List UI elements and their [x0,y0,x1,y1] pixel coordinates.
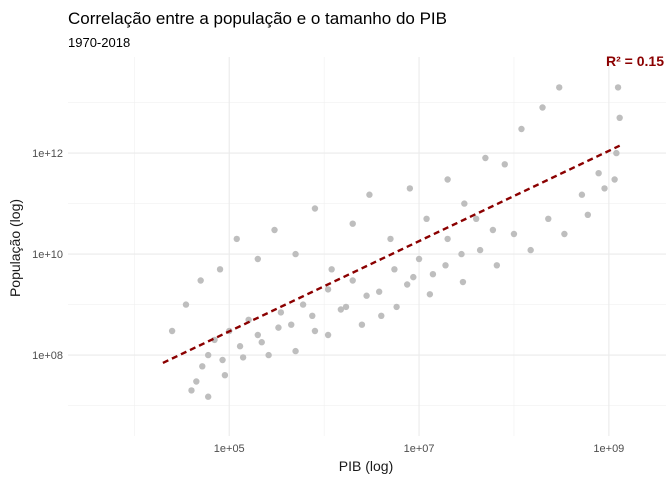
x-tick-label: 1e+09 [593,443,624,455]
data-point [363,292,370,299]
regression-line-group [162,144,621,365]
data-point [410,273,417,281]
data-point [375,288,383,295]
y-tick-label: 1e+10 [32,249,63,261]
regression-line [162,144,621,365]
data-point [197,277,204,284]
data-point [204,351,212,359]
data-point [545,215,552,223]
data-point [429,270,437,278]
data-point [510,230,518,238]
data-point [527,246,534,254]
data-point [584,211,592,219]
data-point [219,356,226,364]
data-point [556,84,563,91]
data-point [349,277,356,284]
data-point [337,306,345,313]
chart-subtitle: 1970-2018 [68,35,130,50]
data-points [168,84,623,400]
data-point [328,266,335,273]
data-point [403,281,411,288]
data-point [472,215,480,223]
data-point [254,331,262,339]
data-point [182,301,190,308]
data-point [601,185,608,192]
data-point [616,114,623,122]
data-point [493,262,501,269]
grid-lines [68,57,666,436]
data-point [476,246,484,254]
y-axis-title: População (log) [7,199,23,297]
chart-title: Correlação entre a população e o tamanho… [68,9,447,28]
data-point [415,255,423,263]
data-point [482,154,489,162]
data-point [324,331,332,339]
data-point [444,235,451,243]
data-point [265,351,272,359]
data-point [292,250,299,258]
data-point [239,354,247,361]
data-point [236,343,244,350]
data-point [311,327,319,335]
r-squared-annotation: R² = 0.15 [606,53,664,69]
data-point [275,324,282,331]
data-point [393,303,400,311]
data-point [614,84,622,91]
data-point [459,278,467,286]
data-point [423,215,430,223]
data-point [611,176,618,183]
y-axis-ticks: 1e+08 1e+10 1e+12 [32,148,63,362]
data-point [299,301,307,308]
data-point [426,291,434,298]
data-point [309,312,316,320]
data-point [444,176,451,183]
data-point [561,230,568,238]
data-point [578,191,586,198]
data-point [613,149,620,157]
data-point [442,262,449,269]
data-point [518,125,525,133]
data-point [168,327,176,335]
data-point [311,205,319,212]
data-point [342,303,350,311]
y-tick-label: 1e+08 [32,350,63,362]
data-point [461,200,468,207]
data-point [221,371,229,379]
data-point [406,185,414,192]
data-point [204,393,212,400]
data-point [233,235,240,243]
data-point [539,104,546,111]
data-point [271,226,278,234]
data-point [595,169,602,177]
x-tick-label: 1e+05 [214,443,245,455]
data-point [391,266,398,273]
data-point [378,312,385,320]
data-point [501,161,508,168]
x-axis-title: PIB (log) [339,458,393,474]
data-point [199,363,206,370]
data-point [216,266,224,273]
data-point [277,309,285,316]
data-point [258,339,265,346]
data-point [193,378,200,385]
data-point [489,226,497,234]
y-tick-label: 1e+12 [32,148,63,160]
data-point [254,255,262,263]
data-point [349,220,356,227]
x-tick-label: 1e+07 [404,443,435,455]
x-axis-ticks: 1e+05 1e+07 1e+09 [214,443,625,455]
data-point [324,286,332,293]
data-point [358,321,366,328]
data-point [288,321,295,328]
data-point [366,191,373,198]
data-point [188,387,195,394]
data-point [292,347,299,355]
data-point [387,235,394,243]
data-point [458,250,465,258]
data-point [245,316,252,324]
